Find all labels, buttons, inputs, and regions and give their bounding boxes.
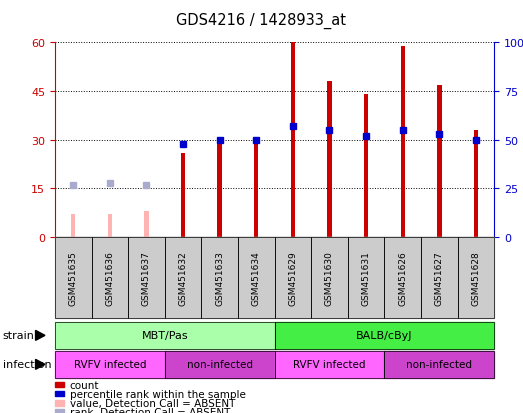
Bar <box>401 47 405 237</box>
Text: GSM451626: GSM451626 <box>398 250 407 305</box>
Text: GDS4216 / 1428933_at: GDS4216 / 1428933_at <box>176 12 347 28</box>
Text: rank, Detection Call = ABSENT: rank, Detection Call = ABSENT <box>70 407 230 413</box>
Text: non-infected: non-infected <box>187 359 253 370</box>
Text: GSM451637: GSM451637 <box>142 250 151 305</box>
Bar <box>218 144 222 237</box>
Text: strain: strain <box>3 330 35 341</box>
Bar <box>181 153 185 237</box>
Bar <box>71 215 75 237</box>
Text: GSM451629: GSM451629 <box>288 250 298 305</box>
Text: infection: infection <box>3 359 51 370</box>
Text: GSM451636: GSM451636 <box>105 250 115 305</box>
Text: GSM451632: GSM451632 <box>178 250 188 305</box>
Bar <box>474 131 478 237</box>
Text: RVFV infected: RVFV infected <box>293 359 366 370</box>
Text: GSM451635: GSM451635 <box>69 250 78 305</box>
Text: GSM451627: GSM451627 <box>435 250 444 305</box>
Text: MBT/Pas: MBT/Pas <box>141 330 188 341</box>
Bar <box>291 43 295 237</box>
Text: percentile rank within the sample: percentile rank within the sample <box>70 389 245 399</box>
Bar <box>364 95 368 237</box>
Bar <box>144 211 149 237</box>
Text: BALB/cByJ: BALB/cByJ <box>356 330 413 341</box>
Bar <box>437 85 441 237</box>
Text: GSM451634: GSM451634 <box>252 250 261 305</box>
Bar <box>108 215 112 237</box>
Text: non-infected: non-infected <box>406 359 472 370</box>
Text: GSM451633: GSM451633 <box>215 250 224 305</box>
Bar <box>327 82 332 237</box>
Text: RVFV infected: RVFV infected <box>74 359 146 370</box>
Text: value, Detection Call = ABSENT: value, Detection Call = ABSENT <box>70 398 235 408</box>
Bar <box>254 144 258 237</box>
Text: GSM451630: GSM451630 <box>325 250 334 305</box>
Text: count: count <box>70 380 99 390</box>
Text: GSM451628: GSM451628 <box>471 250 481 305</box>
Text: GSM451631: GSM451631 <box>361 250 371 305</box>
